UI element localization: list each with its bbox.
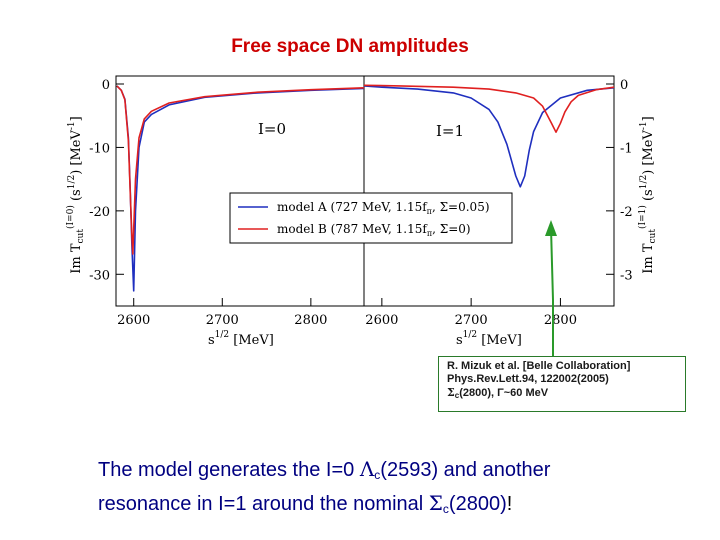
y-axis-label-i0: Im Tcut(I=0) (s1/2) [MeV-1] bbox=[65, 116, 86, 274]
x-tick-label-p0-2: 2800 bbox=[294, 313, 327, 328]
panel-i1: 0 -1 -2 -3 2600 2700 2800 bbox=[363, 78, 633, 328]
reference-authors: R. Mizuk et al. [Belle Collaboration] bbox=[447, 360, 631, 372]
panel-i0: 0 -10 -20 -30 2600 2700 2800 bbox=[89, 78, 365, 328]
reference-journal: Phys.Rev.Lett.94, 122002(2005) bbox=[447, 373, 609, 385]
x-tick-label-p0-0: 2600 bbox=[117, 313, 150, 328]
y-tick-label-p0-3: -30 bbox=[89, 268, 110, 283]
panel-label-i1: I=1 bbox=[436, 122, 464, 140]
series-line-p0-model-a bbox=[116, 85, 365, 292]
plot-frame bbox=[115, 75, 615, 307]
series-line-p1-model-a bbox=[363, 85, 615, 188]
x-axis-label-i0: s1/2 [MeV] bbox=[208, 330, 274, 348]
conclusion-text: The model generates the I=0 Λc(2593) and… bbox=[98, 457, 551, 516]
x-tick-label-p1-1: 2700 bbox=[455, 313, 488, 328]
x-tick-label-p1-2: 2800 bbox=[544, 313, 577, 328]
panel-label-i0: I=0 bbox=[258, 120, 286, 138]
y-axis-label-i1: Im Tcut(I=1) (s1/2) [MeV-1] bbox=[637, 116, 658, 274]
legend: model A (727 MeV, 1.15fπ, Σ=0.05) model … bbox=[229, 192, 513, 244]
y-tick-label-p0-1: -10 bbox=[89, 141, 110, 156]
svg-text:Im Tcut(I=0) (s1/2) [MeV-1]: Im Tcut(I=0) (s1/2) [MeV-1] bbox=[65, 116, 86, 274]
series-line-p0-model-b bbox=[116, 85, 365, 255]
legend-entry-model-b: model B (787 MeV, 1.15fπ, Σ=0) bbox=[277, 222, 471, 238]
x-tick-label-p0-1: 2700 bbox=[206, 313, 239, 328]
reference-state: Σc(2800), Γ~60 MeV bbox=[447, 386, 549, 400]
y-tick-label-p1-1: -1 bbox=[620, 141, 633, 156]
x-axis-label-i1: s1/2 [MeV] bbox=[456, 330, 522, 348]
svg-text:Im Tcut(I=1) (s1/2) [MeV-1]: Im Tcut(I=1) (s1/2) [MeV-1] bbox=[637, 116, 658, 274]
y-tick-label-p0-2: -20 bbox=[89, 205, 110, 220]
y-tick-label-p1-2: -2 bbox=[620, 205, 633, 220]
y-tick-label-p0-0: 0 bbox=[102, 78, 110, 93]
legend-entry-model-a: model A (727 MeV, 1.15fπ, Σ=0.05) bbox=[277, 200, 490, 216]
slide-title: Free space DN amplitudes bbox=[231, 36, 469, 57]
y-tick-label-p1-3: -3 bbox=[620, 268, 633, 283]
series-line-p1-model-b bbox=[363, 84, 615, 133]
reference-box: R. Mizuk et al. [Belle Collaboration] Ph… bbox=[438, 356, 686, 412]
x-tick-label-p1-0: 2600 bbox=[365, 313, 398, 328]
y-tick-label-p1-0: 0 bbox=[620, 78, 628, 93]
reference-arrow bbox=[545, 220, 557, 357]
legend-box bbox=[229, 192, 513, 244]
